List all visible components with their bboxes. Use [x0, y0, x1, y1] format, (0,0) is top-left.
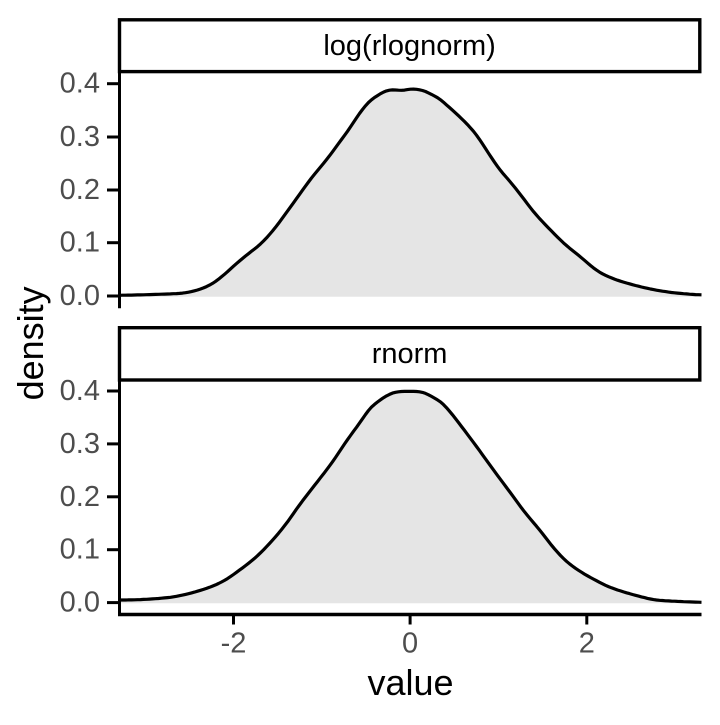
svg-text:0: 0 [402, 628, 418, 660]
svg-text:0.2: 0.2 [60, 481, 100, 513]
svg-text:0.0: 0.0 [60, 280, 100, 312]
svg-text:0.1: 0.1 [60, 227, 100, 259]
svg-text:0.4: 0.4 [60, 68, 100, 100]
svg-text:0.1: 0.1 [60, 534, 100, 566]
svg-text:0.3: 0.3 [60, 121, 100, 153]
svg-text:0.3: 0.3 [60, 428, 100, 460]
svg-text:value: value [367, 662, 453, 703]
svg-text:0.4: 0.4 [60, 375, 100, 407]
svg-text:rnorm: rnorm [372, 338, 448, 370]
svg-text:2: 2 [579, 628, 595, 660]
svg-text:0.0: 0.0 [60, 587, 100, 619]
svg-text:density: density [10, 286, 51, 400]
svg-text:-2: -2 [221, 628, 247, 660]
svg-text:log(rlognorm): log(rlognorm) [323, 30, 495, 62]
svg-text:0.2: 0.2 [60, 174, 100, 206]
